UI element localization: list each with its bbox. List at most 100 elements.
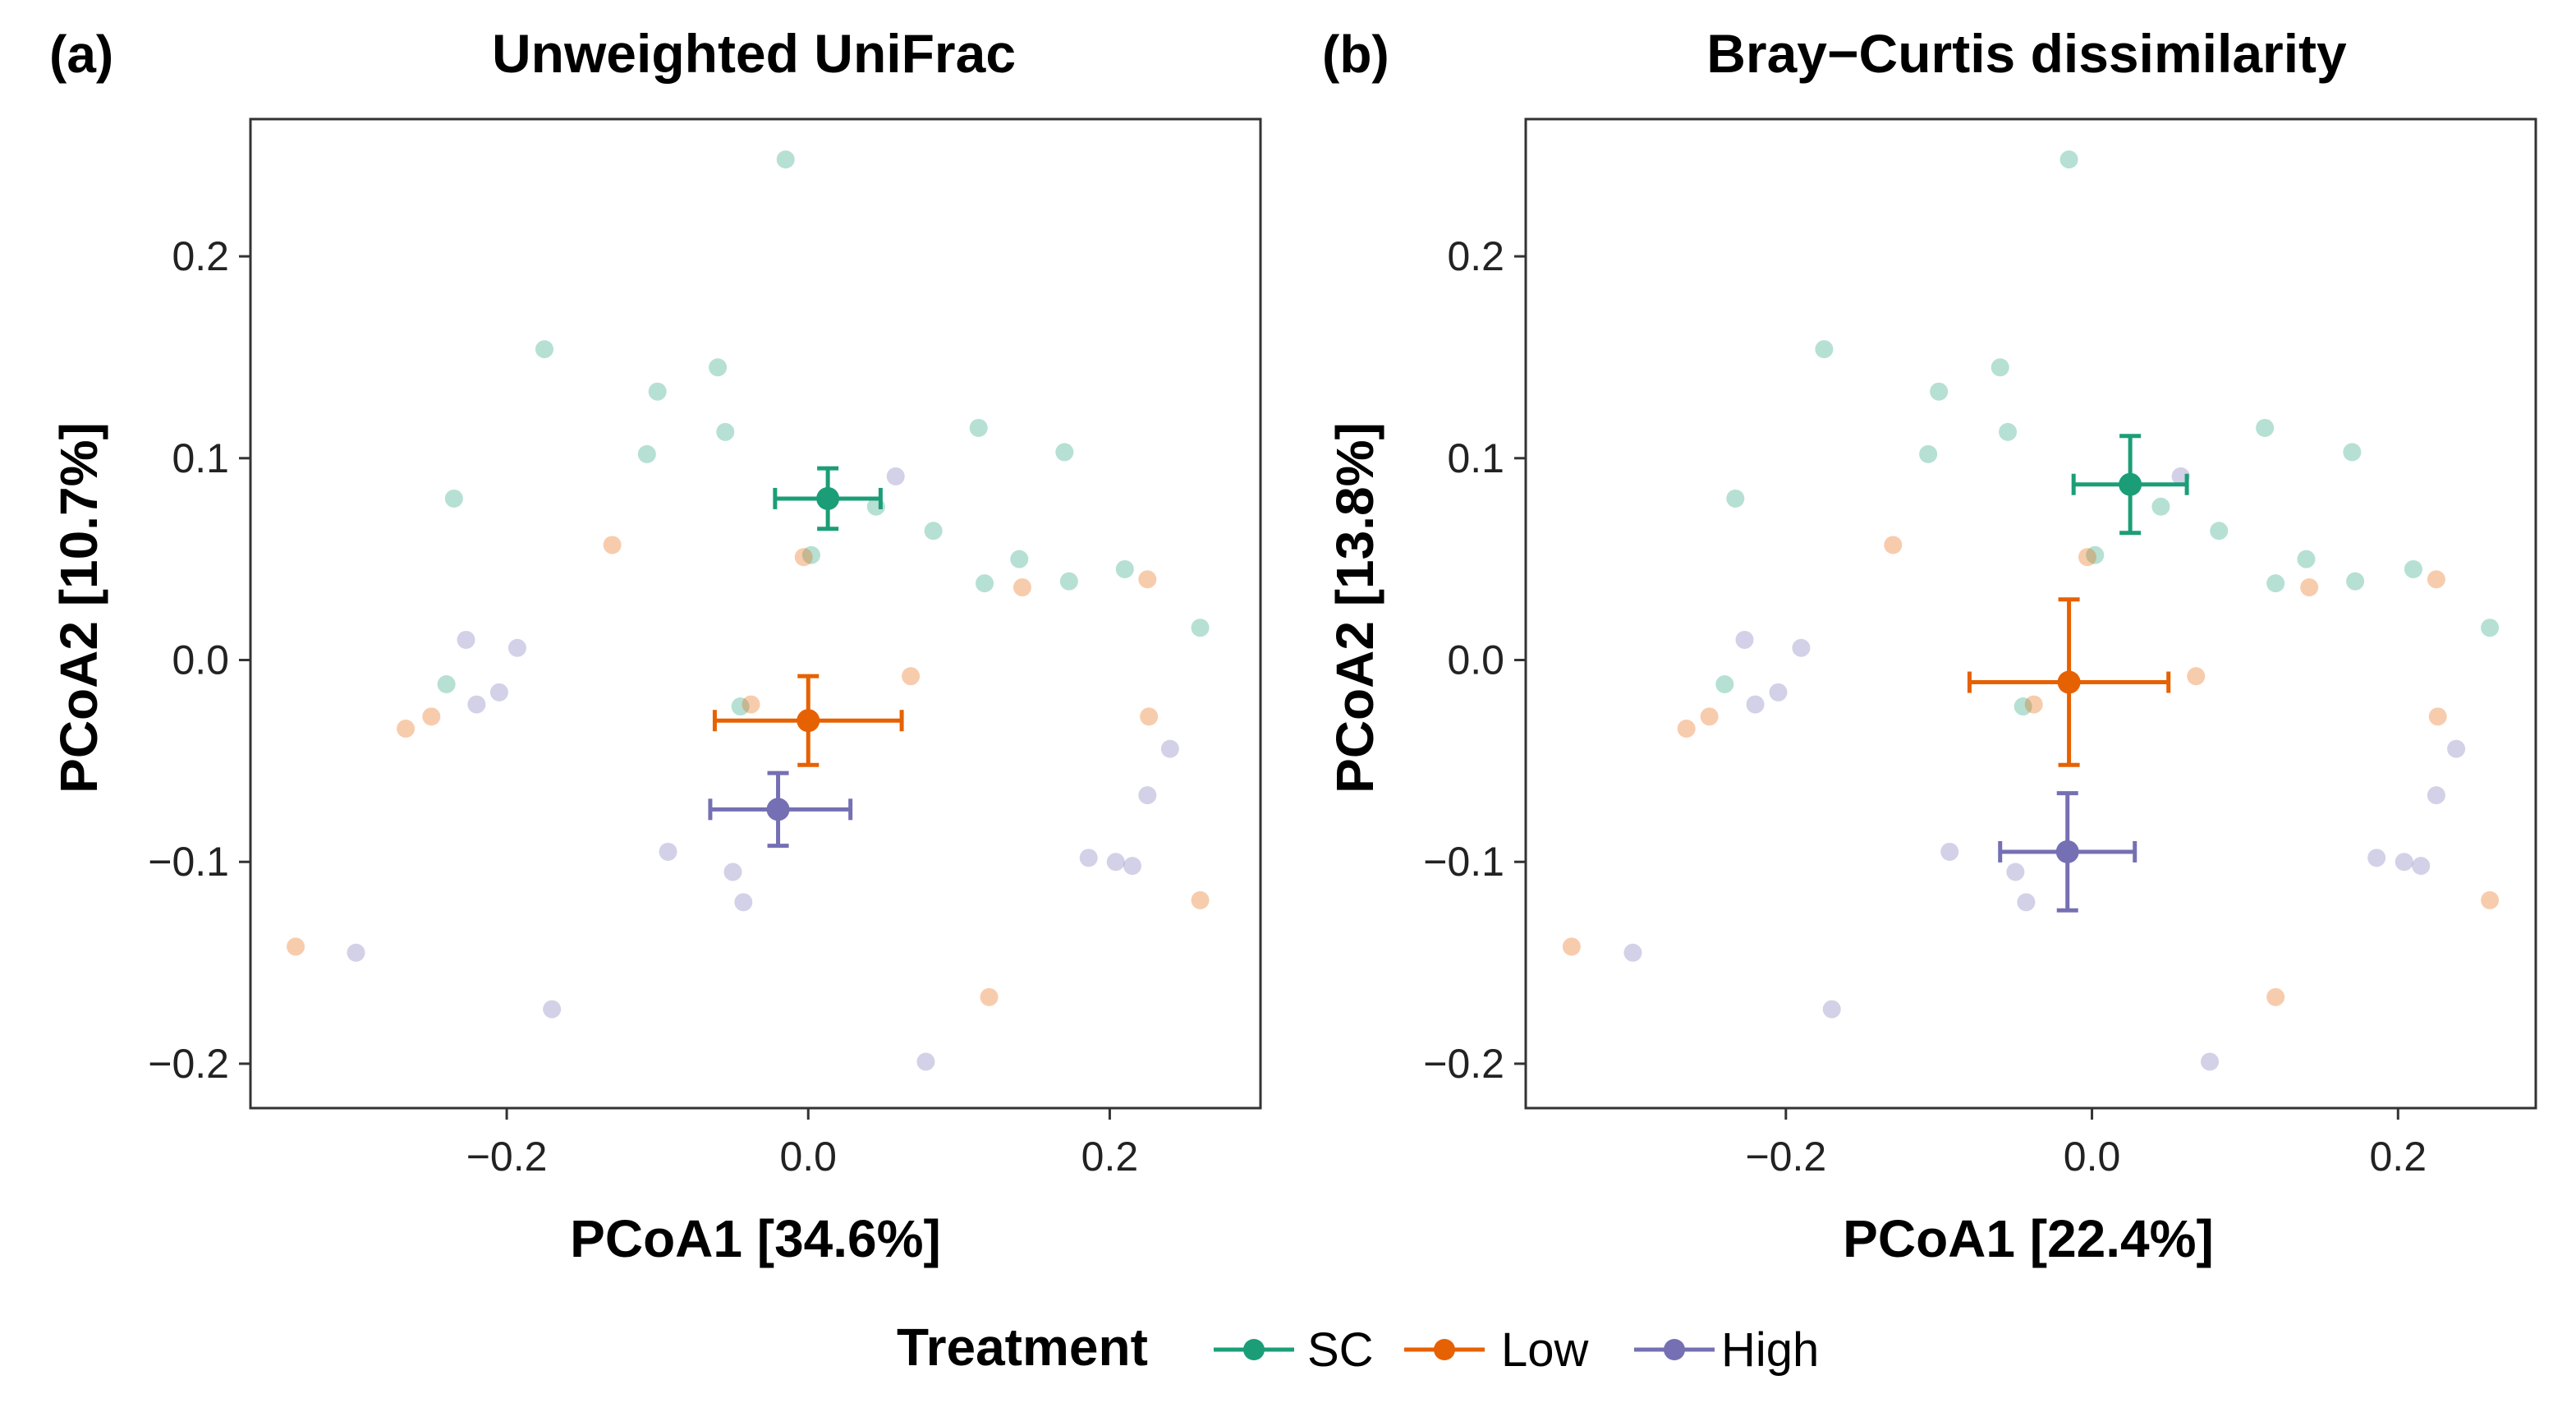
centroid-low: [2057, 670, 2081, 694]
point-high: [1940, 842, 1959, 861]
point-high: [1735, 630, 1754, 649]
point-sc: [969, 418, 988, 437]
point-sc: [924, 522, 943, 540]
point-sc: [1999, 422, 2018, 441]
centroid-sc: [816, 486, 840, 510]
point-sc: [2297, 550, 2316, 568]
point-high: [1769, 683, 1788, 702]
point-low: [1138, 570, 1157, 589]
legend-key-dot: [1434, 1339, 1455, 1360]
point-sc: [776, 150, 795, 169]
point-high: [2427, 786, 2445, 805]
chart-title: Bray−Curtis dissimilarity: [1706, 23, 2347, 84]
x-tick-label: −0.2: [1745, 1134, 1826, 1180]
point-low: [2187, 667, 2206, 686]
legend-title: Treatment: [897, 1318, 1148, 1377]
point-high: [489, 683, 508, 702]
point-sc: [2151, 497, 2170, 516]
legend-item-sc: SC: [1214, 1323, 1374, 1377]
y-tick-label: −0.1: [148, 839, 229, 885]
panel-a: (a) Unweighted UniFrac −0.2 0.0 0.2−0.2−0.…: [49, 23, 1262, 1268]
point-sc: [2266, 574, 2285, 593]
point-high: [543, 1000, 562, 1019]
point-sc: [709, 358, 728, 377]
x-axis-title: PCoA1 [22.4%]: [1843, 1209, 2214, 1268]
point-high: [1079, 849, 1098, 867]
point-sc: [2256, 418, 2275, 437]
point-sc: [1115, 559, 1134, 578]
point-sc: [2059, 150, 2078, 169]
point-low: [2024, 695, 2043, 714]
x-tick-label: 0.2: [1081, 1134, 1139, 1180]
point-low: [2300, 578, 2319, 597]
point-high: [1623, 943, 1642, 962]
point-high: [2201, 1052, 2220, 1071]
panel-b: (b) Bray−Curtis dissimilarity −0.2 0.0 0.2…: [1322, 23, 2537, 1268]
point-high: [1106, 853, 1125, 872]
plot-frame: [249, 117, 1262, 1110]
point-low: [1700, 707, 1719, 726]
point-sc: [1991, 358, 2009, 377]
point-sc: [1010, 550, 1029, 568]
x-tick-label: 0.0: [779, 1134, 837, 1180]
point-low: [1191, 890, 1210, 909]
point-sc: [637, 444, 656, 463]
point-low: [2427, 570, 2445, 589]
point-low: [1677, 720, 1696, 738]
legend-item-low: Low: [1404, 1323, 1590, 1377]
legend-label: High: [1721, 1323, 1819, 1377]
x-tick-label: −0.2: [466, 1134, 548, 1180]
point-low: [1012, 578, 1031, 597]
legend-key-dot: [1664, 1339, 1685, 1360]
point-low: [2481, 890, 2500, 909]
axis-ticks: −0.2 0.0 0.2 −0.2 −0.1 0.0 0.1 0.2: [1423, 233, 2427, 1180]
point-sc: [2404, 559, 2422, 578]
point-sc: [976, 574, 994, 593]
point-high: [916, 1052, 935, 1071]
point-high: [2017, 893, 2036, 912]
plot-area: [287, 150, 1210, 1071]
point-sc: [1815, 340, 1834, 359]
x-axis-title: PCoA1 [34.6%]: [570, 1209, 941, 1268]
point-sc: [437, 675, 456, 693]
point-sc: [1715, 675, 1734, 693]
y-tick-label: −0.1: [1423, 839, 1504, 885]
point-sc: [1726, 489, 1745, 508]
point-high: [1822, 1000, 1841, 1019]
point-low: [2266, 987, 2285, 1006]
point-low: [902, 667, 921, 686]
point-low: [1884, 536, 1903, 554]
point-sc: [648, 382, 667, 401]
point-sc: [801, 545, 820, 564]
point-sc: [1191, 619, 1210, 637]
x-tick-label: 0.2: [2370, 1134, 2427, 1180]
y-tick-label: 0.0: [172, 637, 229, 683]
point-high: [347, 943, 365, 962]
point-sc: [2014, 697, 2032, 716]
point-high: [1123, 857, 1141, 876]
y-tick-label: −0.2: [148, 1041, 229, 1087]
point-low: [603, 536, 622, 554]
point-high: [2367, 849, 2386, 867]
centroid-sc: [2119, 472, 2142, 496]
point-sc: [535, 340, 553, 359]
point-sc: [716, 422, 735, 441]
point-sc: [1059, 572, 1078, 591]
panel-label: (b): [1322, 25, 1389, 84]
point-low: [2078, 548, 2096, 567]
point-sc: [1919, 444, 1938, 463]
y-tick-label: −0.2: [1423, 1041, 1504, 1087]
point-high: [457, 630, 475, 649]
point-high: [2447, 739, 2466, 758]
point-high: [467, 695, 486, 714]
point-low: [980, 987, 999, 1006]
point-high: [2395, 853, 2413, 872]
y-tick-label: 0.2: [172, 233, 229, 279]
y-axis-title: PCoA2 [13.8%]: [1325, 422, 1384, 794]
point-sc: [2343, 443, 2362, 462]
legend: Treatment SC Low High: [897, 1318, 1819, 1377]
point-high: [1746, 695, 1765, 714]
plot-frame: [1524, 117, 2537, 1110]
legend-label: SC: [1307, 1323, 1374, 1377]
